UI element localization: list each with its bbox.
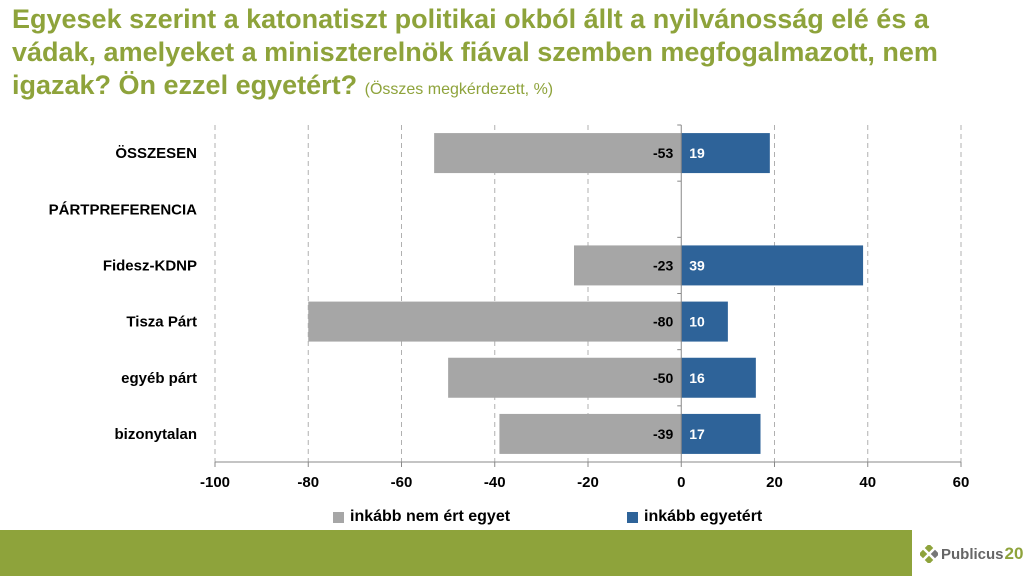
x-tick-label: 40 xyxy=(859,474,876,491)
bar-positive xyxy=(681,245,864,286)
x-tick-label: 0 xyxy=(677,474,685,491)
legend-label-positive: inkább egyetért xyxy=(644,508,763,525)
data-label-negative: -53 xyxy=(653,145,673,161)
data-label-positive: 19 xyxy=(689,145,705,161)
legend-swatch-positive xyxy=(627,511,638,523)
logo-mark-icon xyxy=(920,545,938,563)
bar-chart: -53 19 ÖSSZESEN PÁRTPREFERENCIA -23 39 Fidesz-… xyxy=(49,124,970,491)
bar-negative xyxy=(574,245,682,286)
category-label: Tisza Párt xyxy=(126,314,197,331)
category-label: bizonytalan xyxy=(114,426,197,443)
bar-negative xyxy=(499,413,682,454)
x-tick-label: -60 xyxy=(391,474,413,491)
chart-title: Egyesek szerint a katonatiszt politikai … xyxy=(12,3,1012,106)
x-tick-label: -80 xyxy=(297,474,319,491)
publicus-logo: Publicus 20 xyxy=(920,541,1023,567)
data-label-negative: -50 xyxy=(653,370,673,386)
x-tick-label: -100 xyxy=(200,474,230,491)
logo-text: Publicus xyxy=(941,545,1004,563)
x-tick-label: -40 xyxy=(484,474,506,491)
data-label-negative: -39 xyxy=(653,426,673,442)
data-label-negative: -80 xyxy=(653,314,673,330)
footer-bar xyxy=(0,530,912,576)
legend-swatch-negative xyxy=(333,511,344,523)
legend-label-negative: inkább nem ért egyet xyxy=(350,508,511,525)
bar-positive xyxy=(681,413,761,454)
data-label-positive: 10 xyxy=(689,314,705,330)
category-label: egyéb párt xyxy=(121,370,197,387)
bar-negative xyxy=(434,133,682,174)
category-label: ÖSSZESEN xyxy=(115,145,197,162)
category-label: Fidesz-KDNP xyxy=(103,257,197,274)
x-tick-label: -20 xyxy=(577,474,599,491)
data-label-positive: 39 xyxy=(689,257,705,273)
data-label-positive: 16 xyxy=(689,370,705,386)
legend-item-positive: inkább egyetért xyxy=(627,508,762,526)
chart-title-text: Egyesek szerint a katonatiszt politikai … xyxy=(12,4,938,100)
bar-positive xyxy=(681,301,728,342)
data-label-negative: -23 xyxy=(653,257,673,273)
data-label-positive: 17 xyxy=(689,426,705,442)
chart-subtitle: (Összes megkérdezett, %) xyxy=(364,81,554,98)
bar-positive xyxy=(681,357,756,398)
category-label: PÁRTPREFERENCIA xyxy=(49,201,198,218)
bar-positive xyxy=(681,133,770,174)
legend: inkább nem ért egyet inkább egyetért xyxy=(0,508,1024,528)
x-tick-label: 20 xyxy=(766,474,783,491)
bar-negative xyxy=(308,301,682,342)
legend-item-negative: inkább nem ért egyet xyxy=(333,508,510,526)
bar-negative xyxy=(448,357,682,398)
x-tick-label: 60 xyxy=(953,474,970,491)
logo-number: 20 xyxy=(1004,544,1024,563)
